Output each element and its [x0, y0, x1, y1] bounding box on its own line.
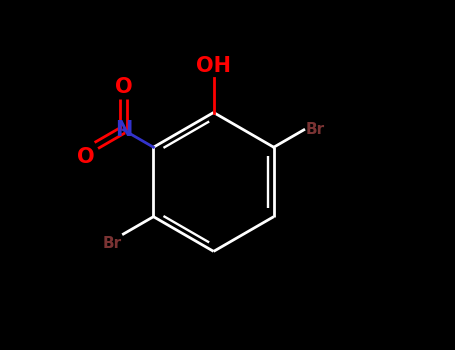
Text: N: N: [115, 120, 132, 140]
Text: Br: Br: [102, 236, 121, 251]
Text: Br: Br: [306, 122, 325, 137]
Text: OH: OH: [196, 56, 231, 76]
Text: O: O: [115, 77, 132, 97]
Text: O: O: [77, 147, 95, 167]
